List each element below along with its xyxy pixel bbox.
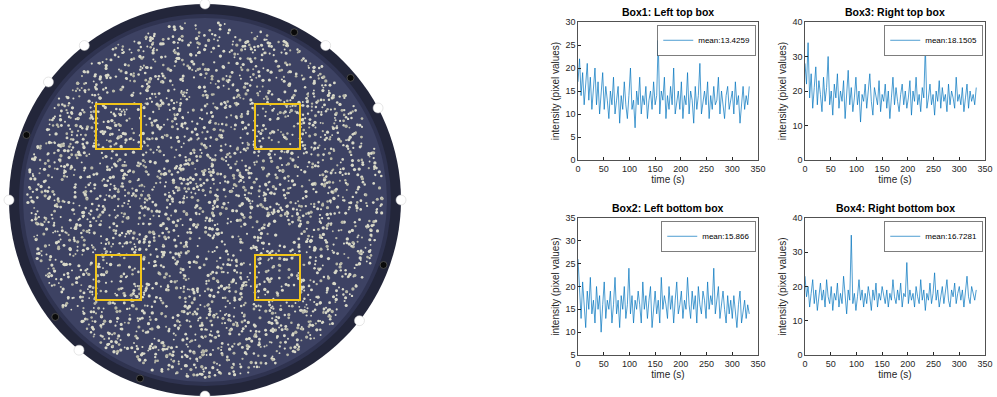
svg-text:100: 100 (849, 164, 864, 174)
svg-text:50: 50 (826, 164, 836, 174)
svg-text:250: 250 (699, 359, 714, 369)
svg-text:150: 150 (875, 359, 890, 369)
svg-text:300: 300 (952, 164, 967, 174)
svg-text:10: 10 (792, 121, 802, 131)
svg-text:100: 100 (622, 359, 637, 369)
svg-text:35: 35 (565, 213, 575, 223)
svg-text:40: 40 (792, 17, 802, 27)
svg-text:0: 0 (802, 164, 807, 174)
svg-text:0: 0 (797, 155, 802, 165)
svg-text:10: 10 (565, 109, 575, 119)
svg-text:300: 300 (725, 164, 740, 174)
svg-text:Box2: Left bottom box: Box2: Left bottom box (612, 202, 724, 214)
svg-text:200: 200 (673, 359, 688, 369)
svg-text:100: 100 (849, 359, 864, 369)
svg-text:150: 150 (648, 164, 663, 174)
svg-text:0: 0 (575, 164, 580, 174)
svg-text:50: 50 (826, 359, 836, 369)
svg-text:Box3: Right top box: Box3: Right top box (845, 6, 945, 18)
svg-text:time (s): time (s) (651, 174, 684, 185)
svg-text:intensity (pixel values): intensity (pixel values) (777, 42, 788, 140)
svg-text:5: 5 (570, 350, 575, 360)
svg-text:100: 100 (622, 164, 637, 174)
svg-text:Box4: Right bottom box: Box4: Right bottom box (836, 202, 955, 214)
svg-text:200: 200 (900, 359, 915, 369)
svg-text:30: 30 (792, 247, 802, 257)
svg-text:time (s): time (s) (878, 174, 911, 185)
svg-text:25: 25 (565, 259, 575, 269)
svg-text:intensity (pixel values): intensity (pixel values) (550, 42, 561, 140)
svg-text:150: 150 (648, 359, 663, 369)
svg-text:20: 20 (792, 282, 802, 292)
svg-text:50: 50 (599, 359, 609, 369)
svg-text:40: 40 (792, 213, 802, 223)
svg-text:300: 300 (725, 359, 740, 369)
svg-text:250: 250 (699, 164, 714, 174)
svg-text:200: 200 (900, 164, 915, 174)
svg-text:50: 50 (599, 164, 609, 174)
svg-text:mean:13.4259: mean:13.4259 (698, 36, 750, 45)
svg-text:150: 150 (875, 164, 890, 174)
svg-text:350: 350 (750, 359, 765, 369)
svg-text:25: 25 (565, 40, 575, 50)
svg-text:250: 250 (926, 164, 941, 174)
svg-text:30: 30 (792, 52, 802, 62)
svg-text:0: 0 (802, 359, 807, 369)
svg-text:mean:15.866: mean:15.866 (702, 232, 749, 241)
svg-text:200: 200 (673, 164, 688, 174)
svg-text:20: 20 (565, 63, 575, 73)
svg-text:15: 15 (565, 86, 575, 96)
svg-text:10: 10 (792, 316, 802, 326)
svg-text:350: 350 (977, 164, 992, 174)
svg-text:350: 350 (750, 164, 765, 174)
svg-text:mean:18.1505: mean:18.1505 (925, 36, 977, 45)
svg-text:10: 10 (565, 327, 575, 337)
svg-text:300: 300 (952, 359, 967, 369)
svg-text:20: 20 (565, 282, 575, 292)
svg-text:5: 5 (570, 132, 575, 142)
svg-text:time (s): time (s) (651, 369, 684, 380)
svg-text:0: 0 (797, 350, 802, 360)
svg-text:0: 0 (570, 155, 575, 165)
svg-text:intensity (pixel values): intensity (pixel values) (777, 237, 788, 335)
svg-text:0: 0 (575, 359, 580, 369)
svg-text:20: 20 (792, 86, 802, 96)
svg-text:intensity (pixel values): intensity (pixel values) (550, 237, 561, 335)
svg-text:30: 30 (565, 236, 575, 246)
svg-text:250: 250 (926, 359, 941, 369)
svg-text:15: 15 (565, 304, 575, 314)
svg-text:350: 350 (977, 359, 992, 369)
svg-text:30: 30 (565, 17, 575, 27)
svg-text:mean:16.7281: mean:16.7281 (925, 232, 977, 241)
svg-text:time (s): time (s) (878, 369, 911, 380)
svg-text:Box1: Left top box: Box1: Left top box (622, 6, 714, 18)
